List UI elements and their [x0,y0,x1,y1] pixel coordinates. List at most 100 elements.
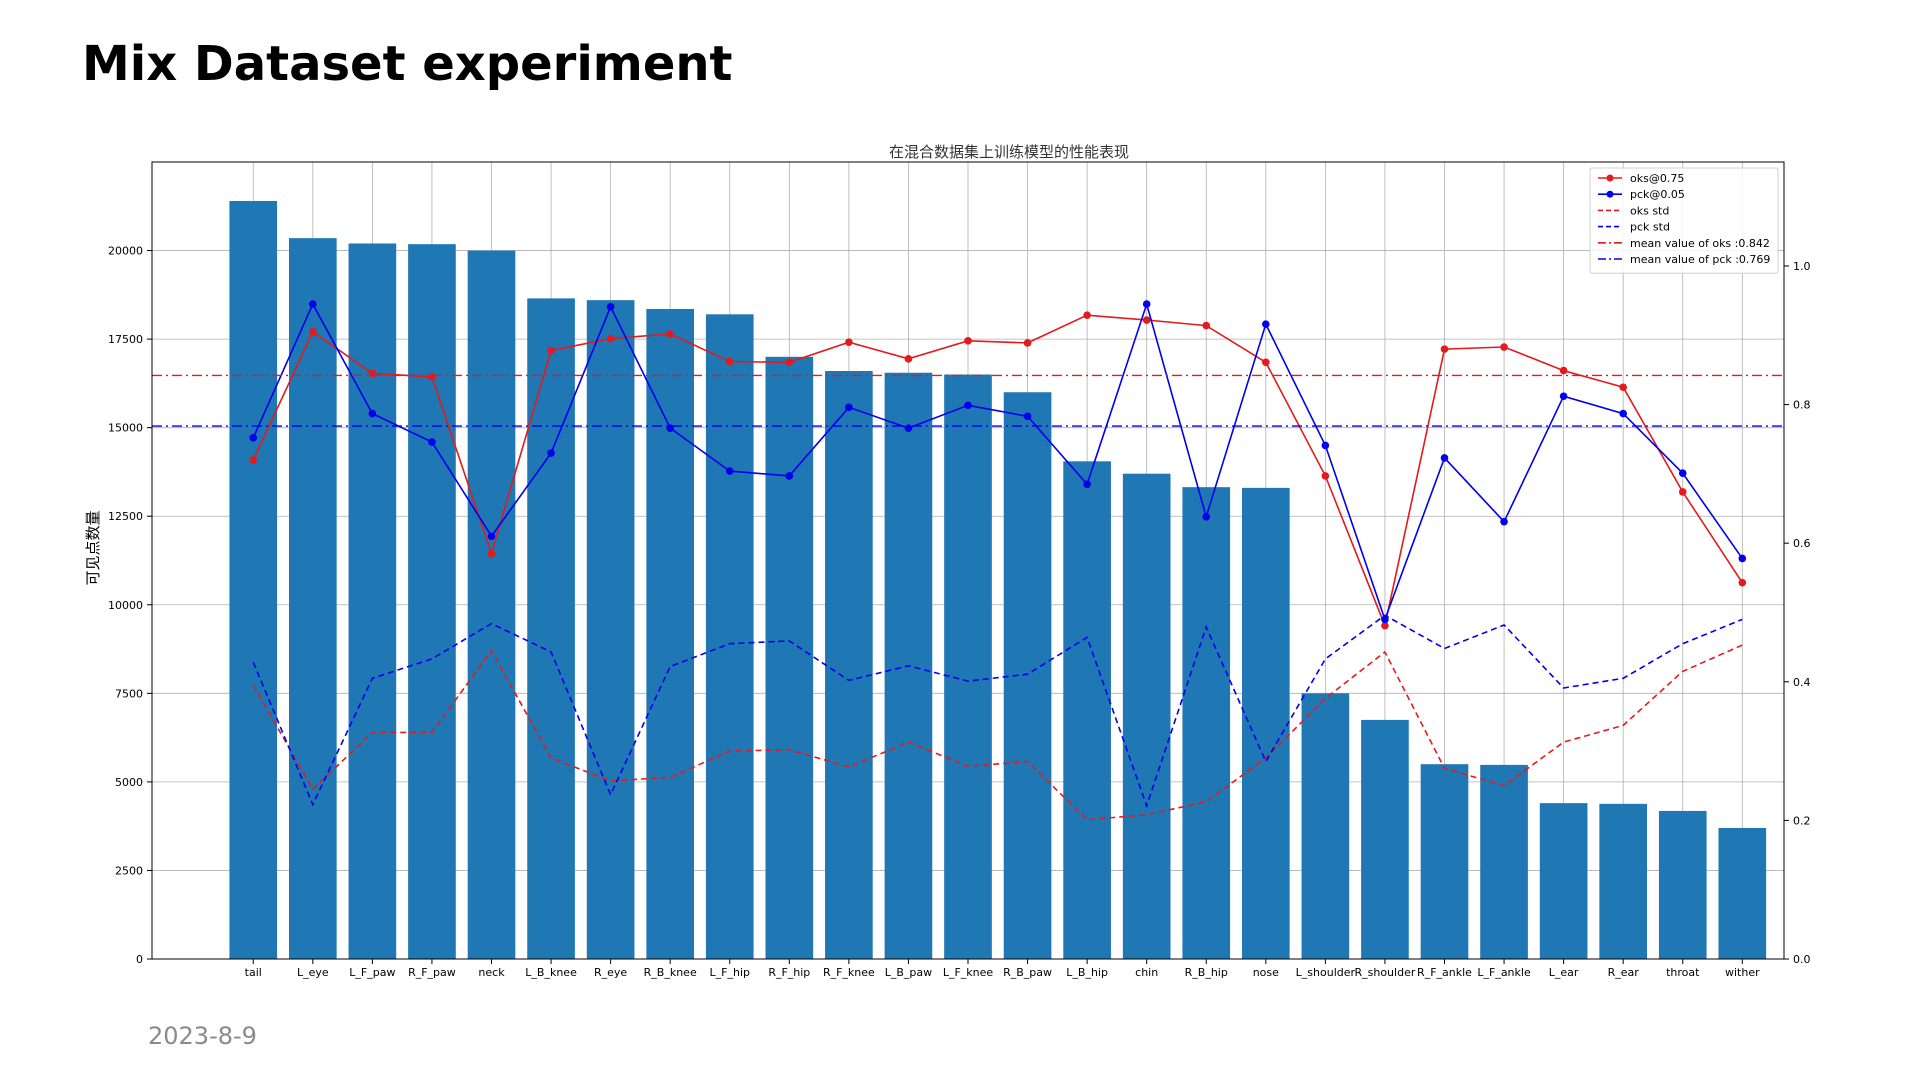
x-tick-label: tail [245,966,262,979]
series-point-0 [666,330,674,338]
series-point-1 [1262,320,1270,328]
axes: 0 2500 5000 7500 10000 12500 15000 17500 20000 0.… [108,161,1811,979]
x-tick-label: L_eye [297,966,329,979]
y-tick-label: 5000 [115,776,143,789]
slide-title: Mix Dataset experiment [82,36,733,92]
series-point-1 [1678,469,1687,477]
legend-label: oks std [1630,204,1669,217]
series-line-0 [252,314,1743,629]
x-tick-label: neck [478,966,505,979]
x-tick-label: R_B_hip [1185,966,1228,979]
y-tick-label: 2500 [115,864,143,877]
x-tick-label: L_ear [1549,966,1579,979]
series-point-1 [309,300,317,308]
bar-R_B_hip [1182,487,1231,959]
series-point-0 [904,355,913,363]
y-tick-label: 0 [136,953,143,966]
x-tick-label: R_F_paw [408,966,456,979]
series-point-1 [249,434,258,442]
bar-R_shoulder [1361,719,1409,959]
series-point-0 [1738,578,1747,587]
y-axis-label: 可见点数量 [84,510,102,585]
series-point-0 [1023,339,1032,347]
series-point-1 [487,532,496,541]
series-point-1 [428,438,436,446]
y-tick-label: 7500 [115,687,143,700]
series-point-1 [1202,513,1211,521]
bar-neck [467,250,516,960]
legend-label: oks@0.75 [1630,172,1684,185]
x-tick-label: L_F_hip [710,966,750,979]
series-point-1 [1321,441,1330,450]
series-point-1 [964,401,972,410]
x-tick-label: R_F_knee [823,966,875,979]
series-point-1 [1738,554,1747,563]
bar-L_B_hip [1063,461,1111,959]
x-tick-label: R_eye [594,966,627,979]
x-tick-label: L_B_paw [885,966,932,979]
series-point-0 [1619,383,1627,392]
legend-label: mean value of oks :0.842 [1630,237,1770,250]
y2-tick-label: 0.4 [1793,676,1811,689]
x-tick-label: L_B_knee [525,966,577,979]
bar-L_shoulder [1301,693,1350,959]
bar-R_F_hip [765,356,814,959]
legend-box [1589,167,1779,274]
series-point-0 [1262,358,1270,367]
x-tick-label: R_F_ankle [1417,966,1472,979]
bar-R_F_ankle [1420,764,1469,959]
x-tick-label: L_F_ankle [1477,966,1531,979]
bar-R_eye [586,300,635,959]
y2-tick-label: 0.0 [1793,953,1811,966]
series-point-0 [785,358,794,367]
series-point-1 [1381,615,1389,624]
series-point-0 [1321,472,1330,480]
series-point-1 [1559,392,1568,401]
legend: oks@0.75 pck@0.05 oks std pck std mean value… [1589,167,1779,274]
x-tick-label: throat [1666,966,1700,979]
bar-R_F_knee [825,370,873,960]
series-point-0 [606,334,615,343]
bar-tail [229,200,278,959]
bar-L_F_ankle [1480,764,1528,959]
y-tick-label: 17500 [108,333,143,346]
series-point-0 [309,327,317,336]
series-point-1 [725,467,734,475]
y-tick-label: 20000 [108,245,143,258]
series-point-1 [785,472,794,480]
bar-wither [1718,827,1767,959]
bar-L_F_knee [944,374,992,959]
series-point-0 [249,456,258,464]
series-point-0 [1083,311,1091,319]
series-point-1 [845,403,853,412]
series-point-0 [845,338,853,346]
x-tick-label: L_F_paw [349,966,395,979]
x-tick-label: nose [1253,966,1279,979]
x-tick-label: R_B_knee [644,966,697,979]
bar-L_eye [288,238,337,959]
series-point-1 [1083,480,1091,489]
y2-tick-label: 0.6 [1793,537,1811,550]
legend-marker [1606,174,1614,182]
bar-R_B_knee [646,309,695,960]
y-tick-label: 15000 [108,422,143,435]
series-point-0 [1202,321,1211,330]
y-tick-label: 10000 [108,599,143,612]
y2-tick-label: 0.8 [1793,399,1811,412]
bar-L_F_paw [348,243,397,959]
series-point-1 [1500,517,1508,526]
series-point-0 [1678,488,1687,496]
bar-R_F_paw [408,244,456,959]
x-tick-label: R_B_paw [1003,966,1052,979]
series-line-1 [252,301,1743,622]
y-tick-label: 12500 [108,510,143,523]
y2-tick-label: 1.0 [1793,260,1811,273]
x-tick-label: wither [1725,966,1760,979]
series-lines [152,300,1784,821]
series-point-1 [1023,412,1032,421]
legend-label: pck std [1630,221,1670,234]
series-point-1 [1619,409,1627,418]
y2-tick-label: 0.2 [1793,814,1811,827]
bar-L_B_knee [527,298,575,959]
